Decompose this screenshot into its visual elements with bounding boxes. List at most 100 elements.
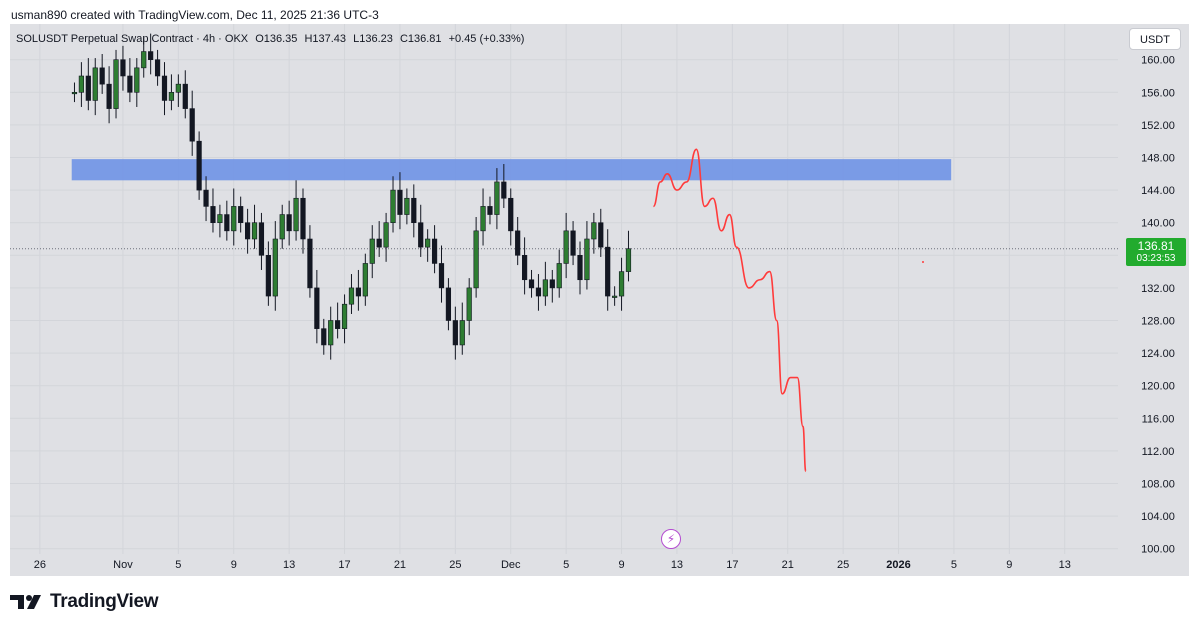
symbol-legend[interactable]: SOLUSDT Perpetual Swap Contract · 4h · O… (16, 33, 528, 45)
candle-body (154, 59, 161, 77)
candle-body (113, 59, 119, 109)
x-tick-label: Dec (501, 559, 521, 571)
candle-body (321, 328, 327, 346)
candle-body (279, 214, 285, 240)
candle-body (625, 248, 632, 272)
candle-body (127, 75, 133, 93)
y-tick-label: 144.00 (1141, 185, 1175, 197)
ohlc-close: C136.81 (399, 33, 442, 45)
y-tick-label: 112.00 (1142, 446, 1175, 458)
candle-body (224, 214, 230, 232)
x-tick-label: 9 (1006, 559, 1012, 571)
resistance-zone (71, 159, 952, 181)
candle-body (300, 197, 306, 240)
candle-body (521, 255, 528, 281)
x-tick-label: 9 (618, 559, 624, 571)
candle-body (584, 238, 590, 281)
candle-body (598, 222, 604, 248)
candle-body (348, 287, 355, 305)
candle-body (452, 320, 458, 346)
replay-lightning-icon[interactable]: ⚡ (661, 529, 681, 549)
candle-body (293, 197, 299, 232)
candle-body (445, 287, 452, 321)
candle-body (175, 83, 181, 93)
candle-body (431, 238, 438, 264)
x-tick-label: 13 (1059, 559, 1071, 571)
candle-body (508, 197, 514, 232)
candle-body (487, 206, 493, 215)
candle-body (563, 230, 569, 264)
y-tick-label: 152.00 (1141, 120, 1175, 132)
candle-body (341, 303, 348, 329)
candle-body (307, 238, 313, 289)
chart-canvas[interactable]: 26 Nov 5 9 13 17 21 25 Dec 5 9 13 17 21 25 2026 5 9 13 100.… (10, 24, 1189, 576)
x-tick-label: 26 (34, 559, 46, 571)
y-tick-label: 120.00 (1141, 381, 1175, 393)
candle-body (335, 320, 341, 329)
symbol-name[interactable]: SOLUSDT Perpetual Swap Contract · 4h · O… (16, 33, 249, 45)
candle-body (355, 287, 362, 297)
candle-body (251, 222, 258, 240)
candle-body (466, 287, 472, 321)
candle-body (231, 206, 237, 232)
x-tick-label: 2026 (886, 559, 910, 571)
candle-body (605, 246, 611, 297)
candle-body (182, 83, 188, 109)
candle-body (501, 181, 507, 199)
candle-body (168, 92, 175, 101)
candle-body (134, 67, 140, 93)
projection-dot (922, 261, 924, 263)
x-tick-label: 21 (394, 559, 406, 571)
tradingview-logo-text: TradingView (50, 591, 159, 612)
candle-body (383, 222, 389, 248)
candle-body (71, 92, 78, 95)
candle-body (238, 206, 244, 223)
candle-body (542, 279, 548, 297)
x-tick-label: 5 (563, 559, 569, 571)
x-tick-label: 5 (951, 559, 957, 571)
candle-body (120, 59, 126, 77)
candle-body (577, 255, 583, 281)
candle-body (591, 222, 597, 240)
x-tick-label: 17 (338, 559, 350, 571)
candle-body (265, 255, 271, 297)
candle-body (258, 222, 265, 256)
candle-body (418, 222, 424, 248)
candle-body (210, 206, 216, 223)
last-price-badge: 136.81 03:23:53 (1126, 238, 1186, 266)
candle-body (85, 75, 91, 101)
candle-body (528, 279, 535, 289)
x-tick-label: 13 (671, 559, 683, 571)
candle-body (196, 140, 202, 191)
x-tick-label: 9 (231, 559, 237, 571)
candle-body (618, 271, 625, 297)
candle-body (203, 189, 209, 207)
candle-body (397, 189, 403, 215)
last-price-value: 136.81 (1137, 239, 1175, 253)
candle-body (369, 238, 375, 264)
y-tick-label: 100.00 (1141, 544, 1175, 556)
tradingview-logo: TradingView (10, 591, 159, 613)
candle-body (438, 263, 445, 289)
chart-header: usman890 created with TradingView.com, D… (11, 8, 379, 22)
y-tick-label: 128.00 (1141, 316, 1175, 328)
candle-body (549, 279, 555, 289)
candle-body (473, 230, 479, 289)
candle-body (535, 287, 542, 297)
candle-body (286, 214, 292, 232)
currency-button[interactable]: USDT (1129, 28, 1181, 50)
candle-body (99, 67, 105, 85)
candle-body (92, 67, 98, 101)
candle-body (556, 263, 562, 289)
projection-path (652, 148, 807, 473)
candle-body (78, 75, 84, 93)
candle-body (328, 320, 334, 346)
x-tick-label: 21 (782, 559, 794, 571)
y-tick-label: 108.00 (1141, 479, 1175, 491)
candle-body (272, 238, 278, 297)
chart-area[interactable]: 26 Nov 5 9 13 17 21 25 Dec 5 9 13 17 21 25 2026 5 9 13 100.… (10, 24, 1189, 576)
x-tick-label: 25 (837, 559, 849, 571)
y-tick-label: 104.00 (1141, 511, 1175, 523)
candle-body (494, 181, 500, 215)
y-tick-label: 124.00 (1141, 348, 1175, 360)
